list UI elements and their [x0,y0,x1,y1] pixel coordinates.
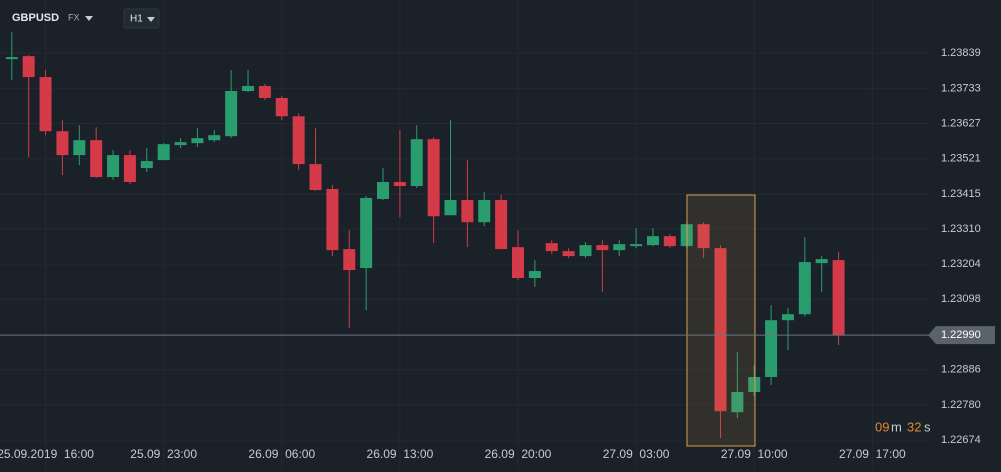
candle-body [5,57,18,60]
candle-body [781,314,794,321]
candle-body [410,139,423,187]
dropdown-arrow[interactable] [147,17,155,22]
x-tick-label: 27.09 10:00 [721,447,788,461]
candle-body [107,155,120,178]
countdown-seconds: 32 [907,419,921,434]
y-tick-label: 1.23627 [941,117,981,129]
candle-body [478,199,491,223]
y-tick-label: 1.23310 [941,223,981,235]
y-tick-label: 1.23733 [941,82,981,94]
candle-body [225,91,238,137]
candle-body [765,320,778,377]
y-tick-label: 1.22674 [941,434,981,446]
candle-body [174,142,187,146]
candle-body [343,249,356,271]
x-tick-label: 26.09 13:00 [367,447,434,461]
dropdown-arrow[interactable] [85,16,93,21]
countdown-unit: s [924,419,931,434]
candle-body [309,164,322,190]
candle-body [646,236,659,246]
candle-body [275,97,288,117]
candle-body [292,116,305,165]
candle-body [562,251,575,257]
candle-body [832,260,845,336]
candle-body [528,271,541,279]
x-tick-label: 25.09.2019 16:00 [0,447,94,461]
candle-body [39,77,52,132]
timeframe[interactable]: H1 [130,14,143,25]
symbol[interactable]: GBPUSD [12,12,59,24]
candle-body [815,259,828,264]
y-tick-label: 1.22780 [941,399,981,411]
y-tick-label: 1.23415 [941,188,981,200]
candle-body [461,199,474,223]
candle-body [73,140,86,156]
candle-body [613,244,626,251]
current-price-tag [928,326,995,345]
candle-body [748,376,761,392]
candle-body [56,131,69,156]
candle-body [22,56,35,78]
y-tick-label: 1.22886 [941,364,981,376]
candle-body [495,199,508,250]
candle-body [596,245,609,251]
candle-body [511,247,524,279]
x-tick-label: 26.09 20:00 [485,447,552,461]
candle-body [191,138,204,144]
candle-body [140,161,153,169]
market[interactable]: FX [68,12,80,22]
candle-body [444,199,457,216]
candle-body [90,140,103,178]
highlight-box [686,194,756,447]
candle-body [377,182,390,199]
candle-body [326,188,339,251]
candle-body [208,135,221,141]
candle-body [663,236,676,247]
y-tick-label: 1.23098 [941,293,981,305]
candle-body [360,197,373,269]
y-tick-label: 1.23204 [941,258,981,270]
plot-area [5,32,845,439]
countdown-unit: m [891,419,902,434]
candle-body [798,262,811,315]
timeframe-button[interactable] [123,8,160,29]
candle-body [630,244,643,247]
x-tick-label: 26.09 06:00 [248,447,315,461]
candle-body [714,248,727,412]
current-price-label: 1.22990 [941,329,981,341]
candle-body [393,182,406,187]
candle-body [427,139,440,217]
y-tick-label: 1.23521 [941,153,981,165]
candle-body [545,243,558,252]
candle-body [731,391,744,413]
candle-body [258,86,271,98]
candle-body [579,245,592,257]
x-tick-label: 27.09 17:00 [839,447,906,461]
candle-body [697,224,710,249]
x-tick-label: 25.09 23:00 [130,447,197,461]
candle-body [123,155,136,183]
countdown-minutes: 09 [875,419,889,434]
x-tick-label: 27.09 03:00 [603,447,670,461]
y-tick-label: 1.23839 [941,47,981,59]
candle-body [157,144,170,161]
candle-body [242,86,255,92]
